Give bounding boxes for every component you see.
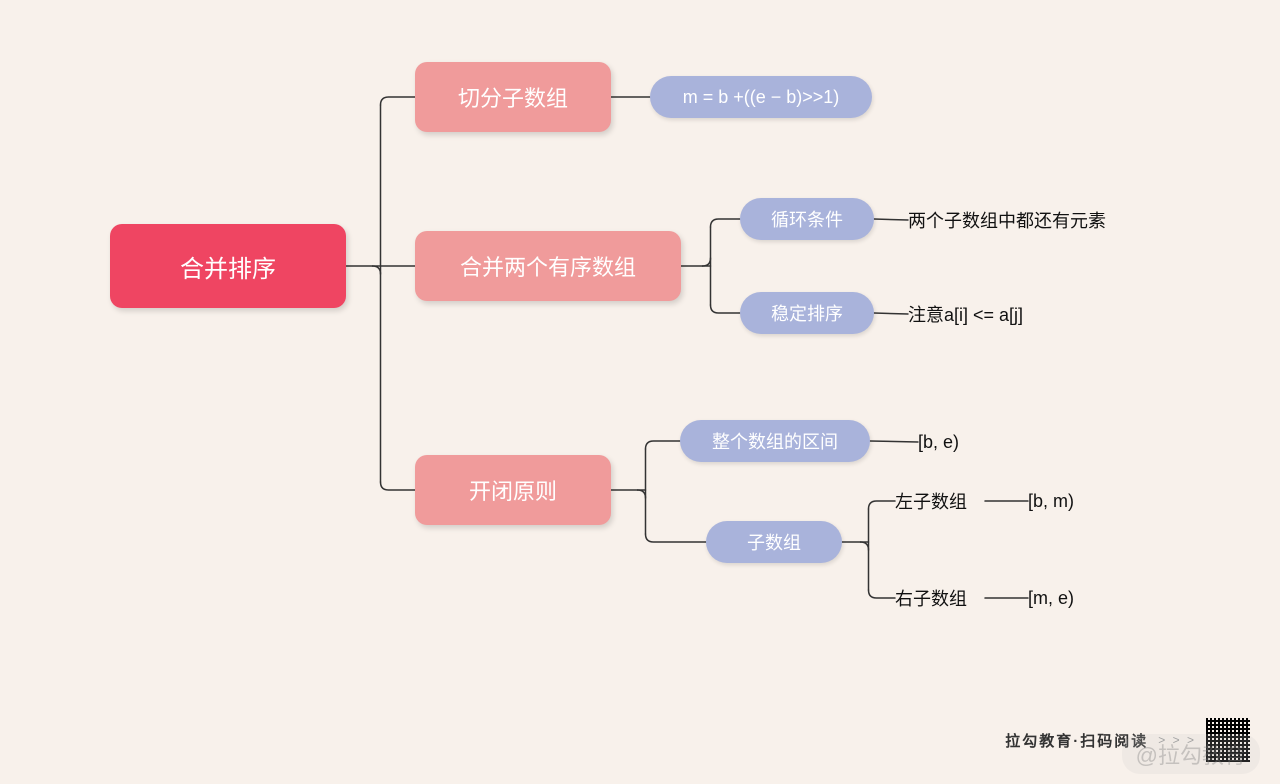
node-open: 开闭原则 — [415, 455, 611, 525]
node-stabtxt: 注意a[i] <= a[j] — [908, 302, 1068, 326]
node-leftrng: [b, m) — [1028, 489, 1108, 513]
node-formula: m = b +((e − b)>>1) — [650, 76, 872, 118]
node-sub: 子数组 — [706, 521, 842, 563]
node-loop: 循环条件 — [740, 198, 874, 240]
node-whole: 整个数组的区间 — [680, 420, 870, 462]
node-wholetxt: [b, e) — [918, 430, 988, 454]
node-righttxt: 右子数组 — [895, 586, 985, 610]
node-root: 合并排序 — [110, 224, 346, 308]
node-rightrng: [m, e) — [1028, 586, 1108, 610]
node-looptxt: 两个子数组中都还有元素 — [908, 208, 1138, 232]
node-lefttxt: 左子数组 — [895, 489, 985, 513]
node-split: 切分子数组 — [415, 62, 611, 132]
watermark: @拉勾教育 — [1122, 734, 1260, 774]
node-stable: 稳定排序 — [740, 292, 874, 334]
connectors-layer — [0, 0, 1280, 784]
node-merge: 合并两个有序数组 — [415, 231, 681, 301]
